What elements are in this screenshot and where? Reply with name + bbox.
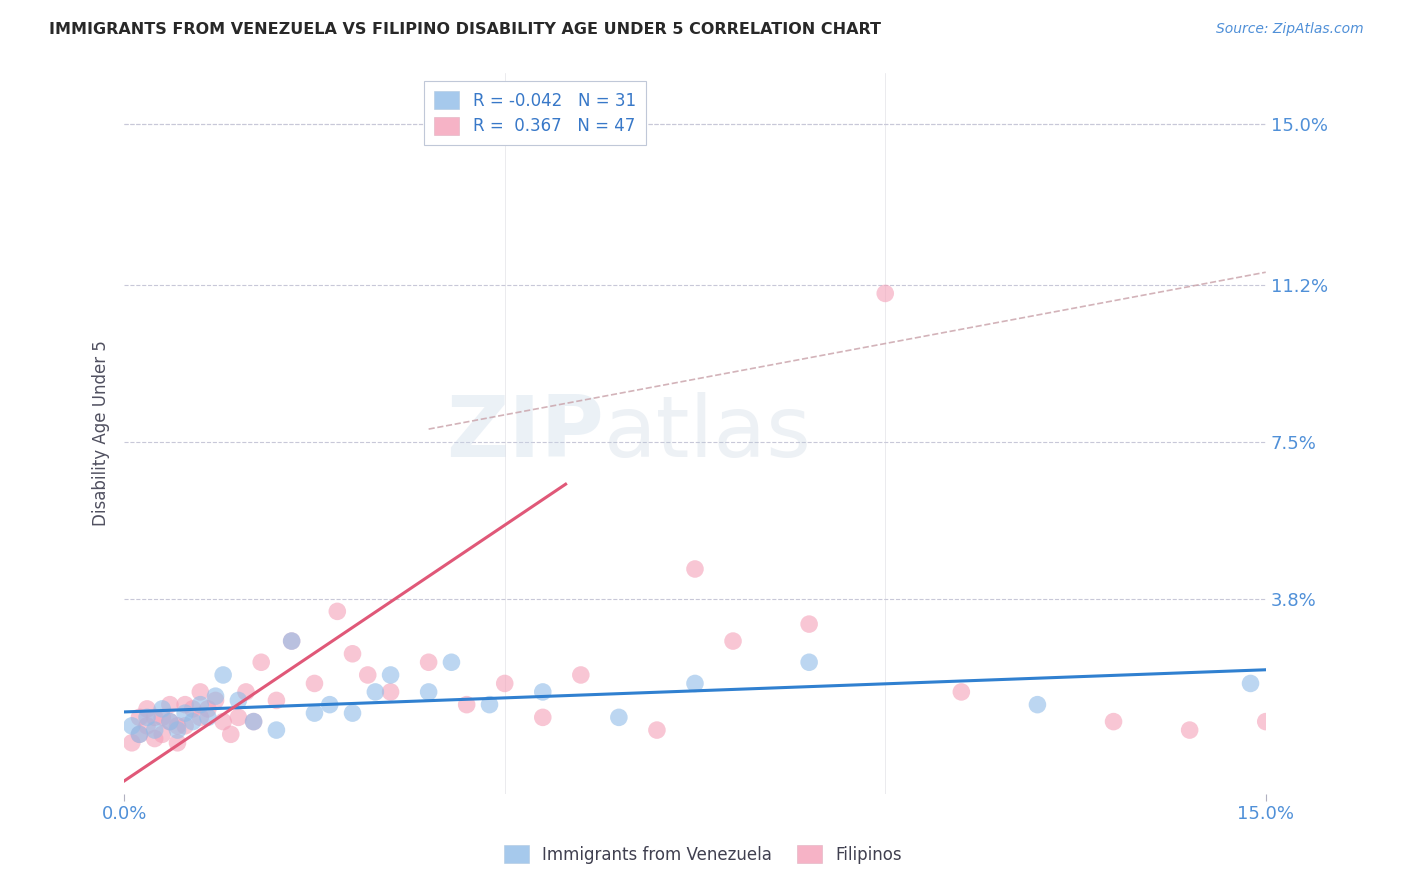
Point [569,668,592,682]
Point [143,710,166,724]
Point [342,647,364,661]
Point [250,655,273,669]
Point [242,714,264,729]
Point [197,710,219,724]
Point [364,685,387,699]
Point [212,668,235,682]
Legend: R = -0.042   N = 31, R =  0.367   N = 47: R = -0.042 N = 31, R = 0.367 N = 47 [425,81,645,145]
Point [456,698,478,712]
Point [136,710,159,724]
Point [212,714,235,729]
Point [266,723,288,737]
Point [380,668,402,682]
Point [266,693,288,707]
Point [150,727,173,741]
Point [357,668,380,682]
Point [121,719,143,733]
Point [204,693,226,707]
Point [181,714,204,729]
Point [607,710,630,724]
Point [159,698,181,712]
Point [166,736,188,750]
Point [531,685,554,699]
Point [121,736,143,750]
Point [150,702,173,716]
Point [494,676,516,690]
Point [797,655,820,669]
Point [181,702,204,716]
Point [280,634,302,648]
Point [136,719,159,733]
Point [188,685,211,699]
Point [128,727,150,741]
Point [645,723,668,737]
Point [1178,723,1201,737]
Point [418,655,440,669]
Point [318,698,340,712]
Point [228,693,250,707]
Point [1239,676,1261,690]
Point [242,714,264,729]
Point [150,710,173,724]
Point [174,719,197,733]
Point [159,714,181,729]
Point [683,676,706,690]
Text: Source: ZipAtlas.com: Source: ZipAtlas.com [1216,22,1364,37]
Point [1254,714,1277,729]
Point [128,727,150,741]
Point [950,685,973,699]
Point [159,714,181,729]
Point [304,706,326,720]
Point [143,731,166,746]
Point [683,562,706,576]
Legend: Immigrants from Venezuela, Filipinos: Immigrants from Venezuela, Filipinos [498,838,908,871]
Point [326,604,349,618]
Point [166,723,188,737]
Point [166,719,188,733]
Text: ZIP: ZIP [446,392,603,475]
Text: IMMIGRANTS FROM VENEZUELA VS FILIPINO DISABILITY AGE UNDER 5 CORRELATION CHART: IMMIGRANTS FROM VENEZUELA VS FILIPINO DI… [49,22,882,37]
Point [440,655,463,669]
Point [235,685,257,699]
Text: atlas: atlas [603,392,811,475]
Point [1026,698,1049,712]
Point [228,710,250,724]
Point [128,710,150,724]
Point [197,702,219,716]
Point [136,702,159,716]
Point [219,727,242,741]
Point [875,286,897,301]
Point [188,698,211,712]
Point [478,698,501,712]
Point [188,710,211,724]
Point [418,685,440,699]
Point [174,698,197,712]
Point [304,676,326,690]
Point [1102,714,1125,729]
Point [380,685,402,699]
Y-axis label: Disability Age Under 5: Disability Age Under 5 [93,341,110,526]
Point [531,710,554,724]
Point [721,634,744,648]
Point [342,706,364,720]
Point [280,634,302,648]
Point [797,617,820,632]
Point [143,723,166,737]
Point [174,706,197,720]
Point [204,689,226,703]
